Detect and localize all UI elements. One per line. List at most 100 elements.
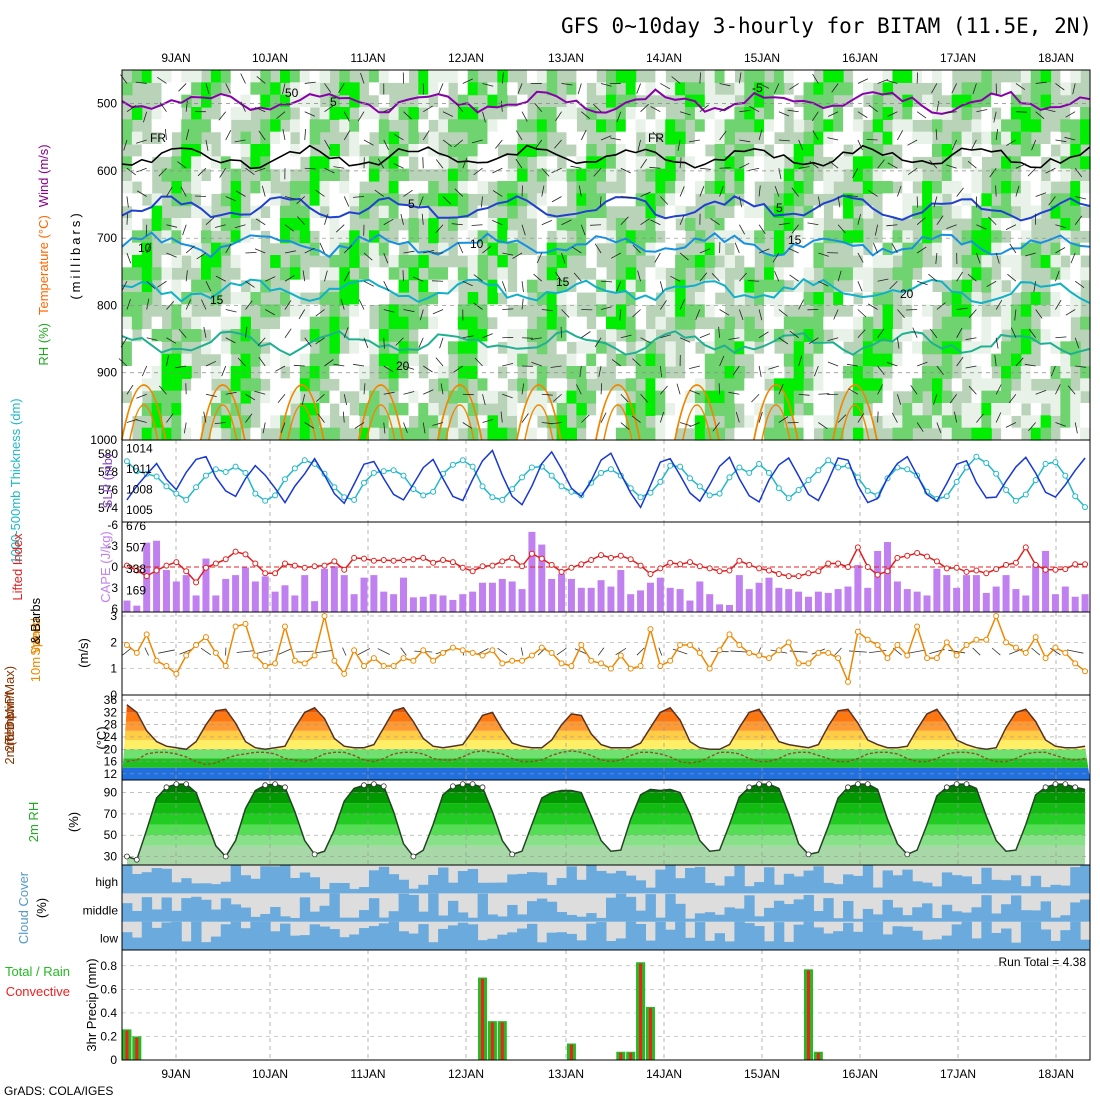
rh-cell	[141, 168, 153, 182]
wind-barb	[936, 365, 944, 376]
cloud-fraction-cell	[615, 870, 627, 894]
temperature-contour-25-inner	[366, 404, 396, 441]
wind-barb	[946, 164, 957, 169]
wind-barb	[442, 139, 453, 147]
rh-cell	[625, 119, 637, 133]
rh-cell	[1010, 390, 1022, 404]
rh-cell	[526, 403, 538, 416]
wind-speed-point	[212, 649, 219, 656]
wind-barb	[886, 80, 898, 84]
wind-barb	[536, 252, 543, 264]
rh-cell	[1030, 107, 1042, 120]
rh-cell	[339, 267, 350, 281]
rh-cell	[438, 119, 449, 133]
rh-cell	[329, 193, 340, 207]
wind-speed-point	[1012, 644, 1019, 651]
wind-barb	[304, 81, 316, 84]
wind-speed-point	[1003, 639, 1010, 646]
rh-cell	[1050, 279, 1061, 293]
cloud-fraction-cell	[319, 905, 330, 922]
rh-cell	[546, 119, 558, 133]
thickness-point	[598, 469, 605, 476]
wind-speed-point	[1062, 649, 1069, 656]
rh-cell	[1001, 255, 1012, 268]
lifted-index-point	[163, 562, 170, 569]
thickness-point	[1052, 459, 1059, 466]
rh-cell	[714, 427, 726, 441]
rh-cell	[991, 279, 1002, 293]
rh-cell	[477, 218, 489, 231]
rh-cell	[457, 218, 469, 231]
wind-barb	[778, 168, 782, 180]
rh-point	[133, 856, 140, 863]
rh-cell	[892, 70, 903, 83]
rh-cell	[764, 316, 775, 330]
rh-cell	[181, 144, 192, 157]
wind-barb	[185, 100, 188, 112]
rh-cell	[922, 316, 933, 330]
rh-cell	[418, 292, 429, 305]
surface-wind-barb	[278, 648, 292, 655]
rh-cell	[398, 168, 410, 182]
rh-cell	[1050, 255, 1061, 268]
wind-barb	[262, 422, 266, 434]
wind-speed-point	[202, 634, 209, 641]
wind-barb	[956, 271, 963, 282]
rh-cell	[1020, 378, 1032, 392]
cloud-fraction-cell	[862, 865, 874, 894]
wind-speed-point	[351, 647, 358, 654]
wind-barb	[891, 243, 898, 254]
rh-cell	[289, 218, 301, 231]
wind-barb	[403, 189, 413, 197]
wind-speed-point	[528, 652, 535, 659]
rh-cell	[635, 403, 647, 416]
wind-barb	[968, 385, 977, 395]
lifted-index-point	[153, 567, 160, 574]
rh-cell	[220, 94, 232, 108]
cloud-fraction-cell	[477, 893, 488, 922]
rh-cell	[349, 242, 360, 256]
wind-barb	[659, 281, 664, 293]
rh-cell	[191, 168, 202, 182]
rh-cell	[339, 353, 350, 367]
rh-cell	[319, 292, 331, 305]
wind-barb	[352, 196, 365, 198]
rh-cell	[1050, 156, 1061, 170]
cape-bar	[311, 601, 319, 612]
rh-cell	[141, 267, 153, 281]
wind-barb	[719, 309, 730, 316]
wind-barb	[689, 422, 700, 428]
wind-barb	[728, 337, 740, 340]
rh-cell	[981, 218, 992, 231]
rh-cell	[744, 119, 755, 133]
rh-cell	[823, 230, 834, 244]
rh-cell	[131, 316, 143, 330]
rh-cell	[1080, 131, 1091, 145]
rh-cell	[744, 205, 755, 219]
rh-cell	[813, 403, 824, 416]
lifted-index-point	[607, 554, 614, 561]
rh-cell	[329, 267, 340, 281]
wind-barb	[284, 328, 292, 338]
rh-cell	[487, 156, 498, 170]
rh-cell	[576, 131, 587, 145]
cloud-fraction-cell	[210, 936, 222, 950]
rh-cell	[694, 156, 706, 170]
rh-cell	[428, 107, 439, 120]
wind-barb	[751, 393, 760, 403]
rh-point	[183, 781, 190, 788]
rh-cell	[497, 218, 508, 231]
rh-cell	[714, 131, 726, 145]
rh-cell	[615, 255, 627, 268]
rh-cell	[408, 353, 419, 367]
wind-speed-point	[548, 649, 555, 656]
rh-cell	[1080, 415, 1091, 429]
wind-barb	[1027, 167, 1036, 177]
rh-cell	[625, 267, 637, 281]
wind-speed-point	[894, 641, 901, 648]
wind-barb	[136, 167, 147, 173]
rh-cell	[349, 341, 360, 355]
rh-cell	[991, 353, 1002, 367]
rh-cell	[457, 94, 469, 108]
rh-cell	[734, 168, 745, 182]
